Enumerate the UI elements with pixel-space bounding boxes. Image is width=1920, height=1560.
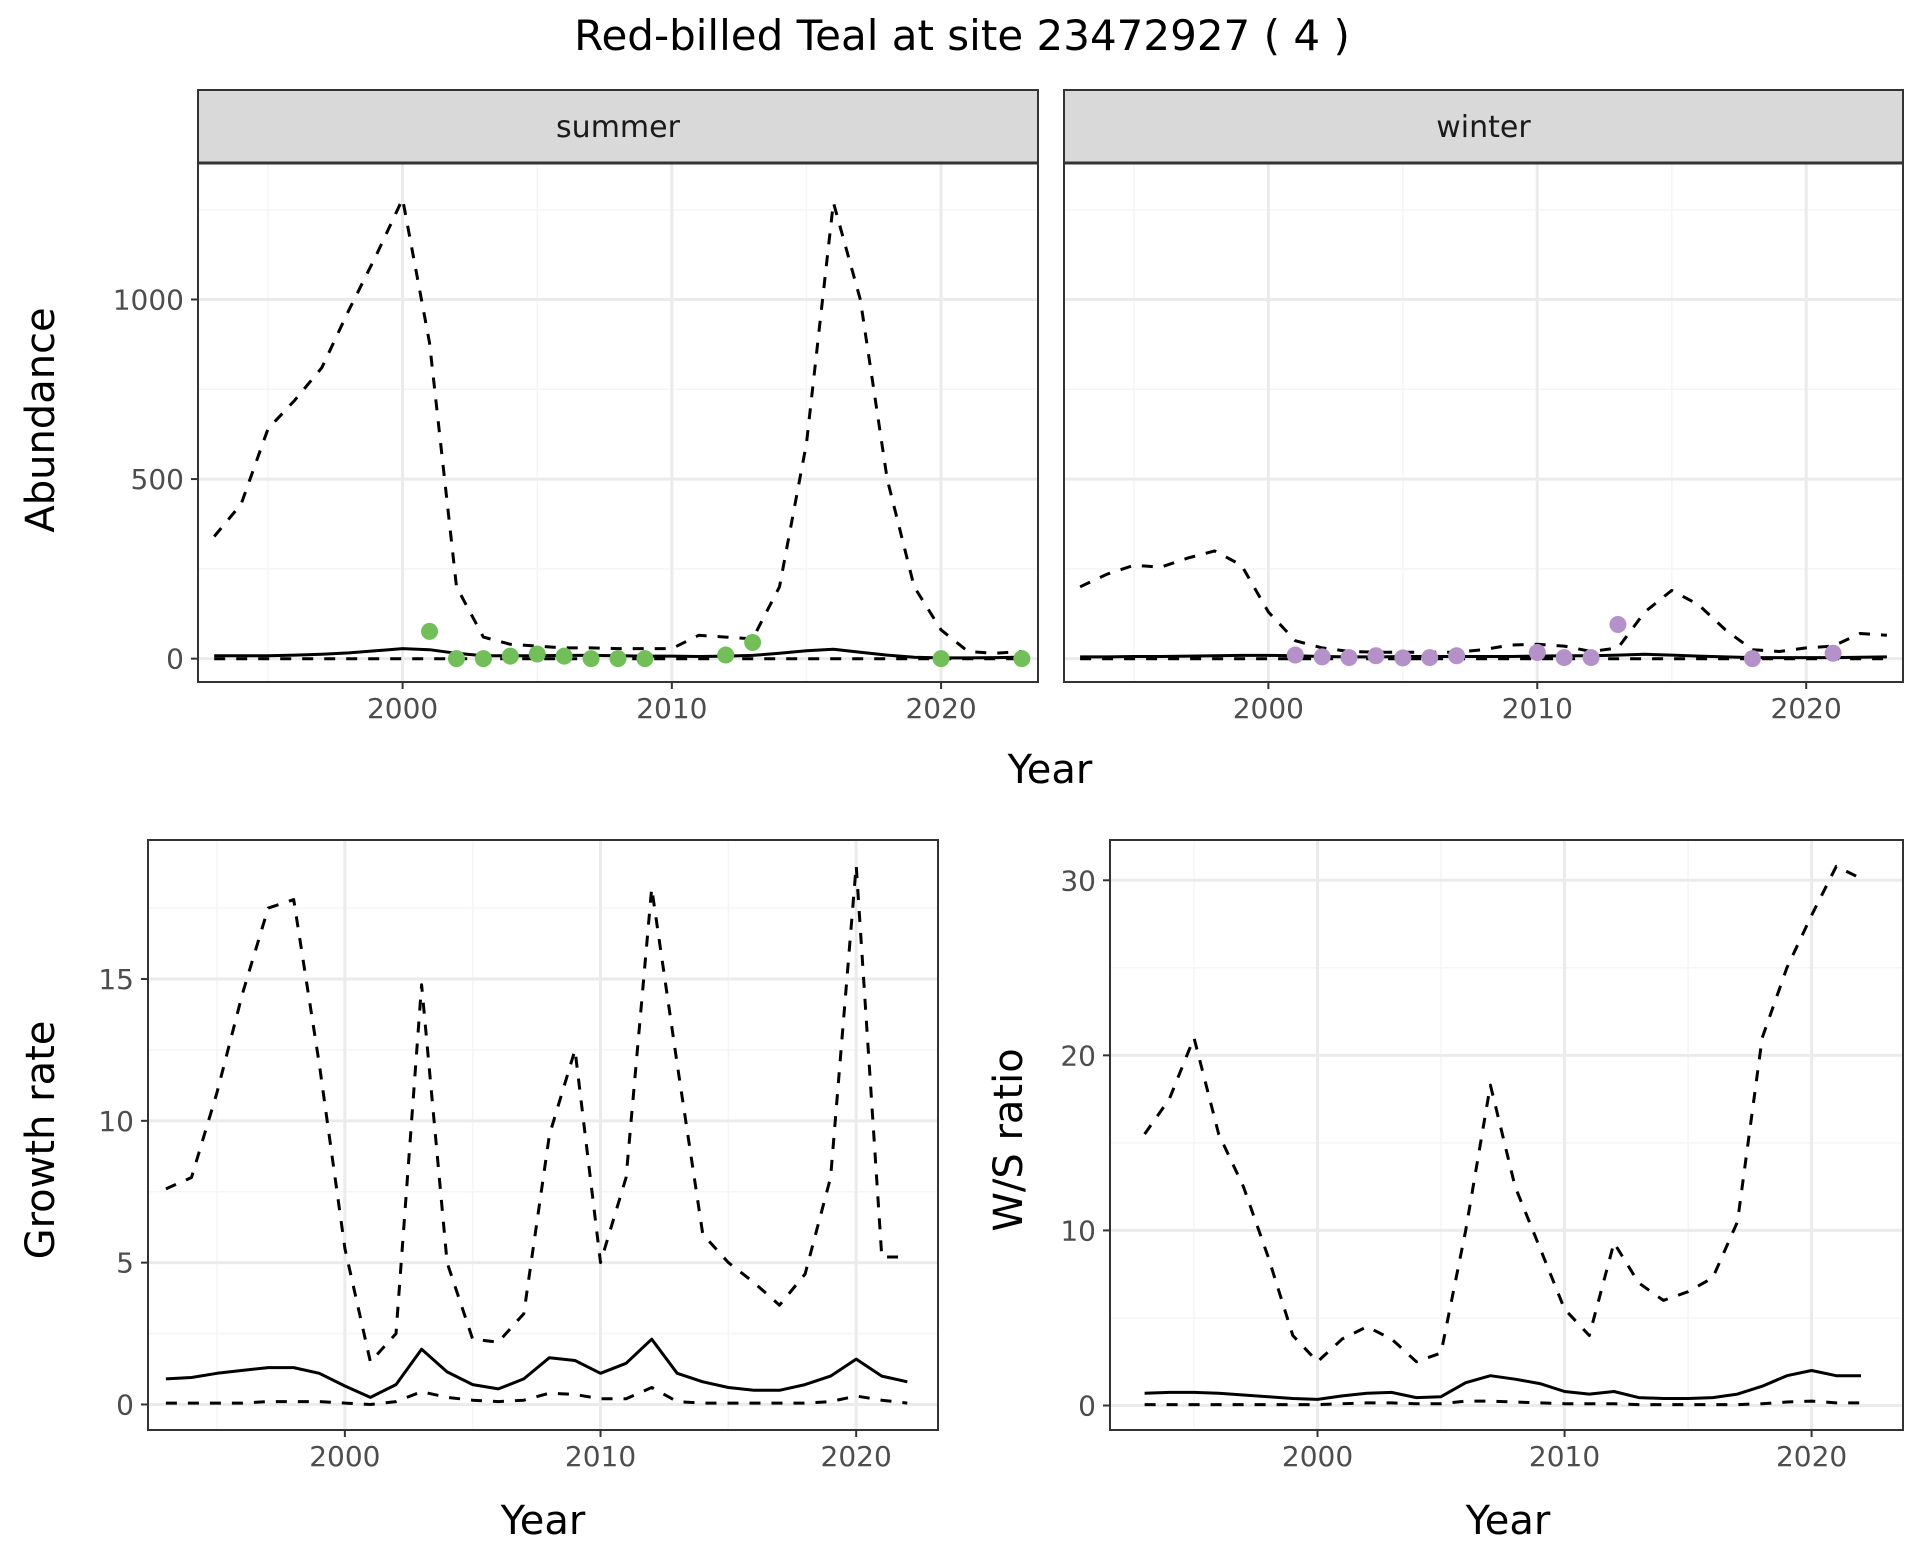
summer-data-point	[528, 645, 546, 663]
abundance-y-axis-title: Abundance	[18, 307, 64, 532]
summer-data-point	[421, 622, 439, 640]
winter-data-point	[1582, 649, 1600, 667]
summer-data-point	[636, 650, 654, 668]
abundance-y-axis: 0 500 1000	[113, 283, 198, 676]
summer-data-point	[609, 650, 627, 668]
winter-data-point	[1609, 616, 1627, 634]
winter-data-point	[1528, 644, 1546, 662]
summer-data-point	[744, 633, 762, 651]
growth-x-tick-label: 2020	[821, 1440, 892, 1473]
winter-x-tick-label: 2010	[1502, 692, 1573, 725]
winter-data-point	[1743, 650, 1761, 668]
summer-data-point	[501, 647, 519, 665]
growth-x-tick-label: 2010	[565, 1440, 636, 1473]
ratio-dashed-lower-bound	[1144, 1399, 1861, 1407]
ratio-y-tick-label: 20	[1060, 1039, 1096, 1072]
summer-data-point	[932, 650, 950, 668]
growth-y-tick-label: 15	[98, 963, 134, 996]
ratio-y-tick-label: 0	[1078, 1389, 1096, 1422]
winter-plot-background	[1064, 163, 1903, 682]
summer-data-point	[447, 650, 465, 668]
growth-dashed-lower-bound	[165, 1386, 908, 1406]
ratio-plot-background	[1110, 840, 1903, 1430]
ratio-x-axis-title: Year	[1465, 1498, 1551, 1544]
strip-summer-label: summer	[556, 110, 681, 145]
winter-data-point	[1555, 649, 1573, 667]
summer-data-point	[555, 647, 573, 665]
ratio-y-tick-label: 10	[1060, 1214, 1096, 1247]
winter-data-point	[1394, 649, 1412, 667]
winter-data-point	[1340, 649, 1358, 667]
ratio-estimate-line	[1144, 1369, 1861, 1401]
winter-dashed-upper-bound	[1079, 549, 1888, 654]
ratio-x-tick-label: 2010	[1529, 1440, 1600, 1473]
winter-x-tick-label: 2020	[1771, 692, 1842, 725]
winter-data-point	[1824, 644, 1842, 662]
summer-data-point	[582, 650, 600, 668]
growth-y-tick-label: 0	[116, 1388, 134, 1421]
summer-x-tick-label: 2020	[905, 692, 976, 725]
ratio-y-tick-label: 30	[1060, 864, 1096, 897]
facet-winter: 2000 2010 2020 winter	[1063, 89, 1904, 725]
growth-y-tick-label: 10	[98, 1105, 134, 1138]
growth-panel-border	[147, 839, 939, 1431]
winter-data-point	[1421, 649, 1439, 667]
ratio-dashed-upper-bound	[1143, 864, 1862, 1364]
growth-x-tick-label: 2000	[309, 1440, 380, 1473]
summer-dashed-upper-bound	[213, 197, 1022, 655]
ratio-y-axis-title: W/S ratio	[986, 1048, 1032, 1231]
ws-ratio-panel: Year W/S ratio 2000 2010 2020 0 10 20 30	[986, 839, 1904, 1544]
growth-rate-panel: Year Growth rate 2000 2010 2020 0 5 10 15	[18, 839, 939, 1544]
growth-x-axis-title: Year	[500, 1498, 586, 1544]
facet-summer: 2000 2010 2020 summer	[197, 89, 1039, 725]
summer-data-point	[1013, 650, 1031, 668]
abundance-panel: 2000 2010 2020 summer 2000 2010 2020 winter 0 5…	[18, 89, 1904, 793]
summer-data-point	[717, 646, 735, 664]
strip-winter-label: winter	[1436, 110, 1531, 145]
summer-x-tick-label: 2000	[367, 692, 438, 725]
growth-y-axis-title: Growth rate	[18, 1021, 64, 1260]
ratio-x-tick-label: 2000	[1282, 1440, 1353, 1473]
summer-data-point	[474, 650, 492, 668]
winter-data-point	[1367, 647, 1385, 665]
winter-data-point	[1286, 646, 1304, 664]
summer-x-tick-label: 2010	[636, 692, 707, 725]
summer-plot-background	[198, 163, 1038, 682]
abundance-x-axis-title: Year	[1007, 747, 1093, 793]
ratio-panel-border	[1109, 839, 1904, 1431]
ratio-x-tick-label: 2020	[1776, 1440, 1847, 1473]
summer-y-tick-label: 500	[131, 463, 184, 496]
winter-x-tick-label: 2000	[1233, 692, 1304, 725]
winter-data-point	[1313, 648, 1331, 666]
growth-dashed-upper-bound	[165, 864, 908, 1364]
growth-estimate-line	[165, 1337, 908, 1399]
winter-data-point	[1448, 647, 1466, 665]
growth-plot-background	[148, 840, 938, 1430]
figure-title: Red-billed Teal at site 23472927 ( 4 )	[574, 11, 1350, 60]
growth-y-tick-label: 5	[116, 1247, 134, 1280]
summer-y-tick-label: 0	[166, 643, 184, 676]
summer-y-tick-label: 1000	[113, 283, 184, 316]
